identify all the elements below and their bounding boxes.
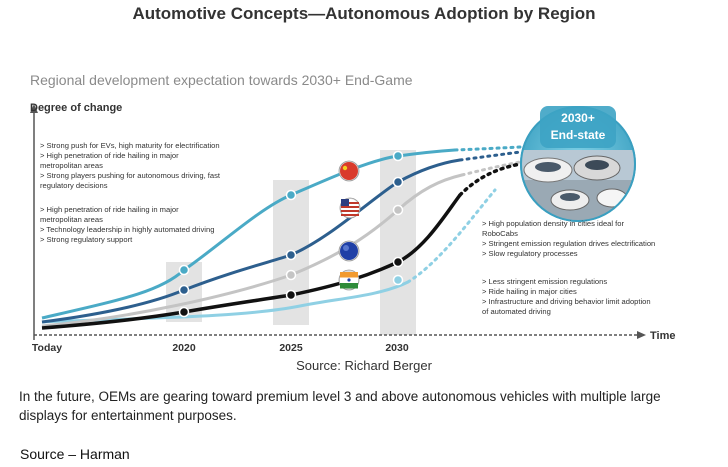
data-point-china-2 <box>392 150 404 162</box>
end-state-cars <box>521 150 635 221</box>
series-line-india-dotted <box>458 162 522 197</box>
x-axis-arrow <box>637 331 646 339</box>
usa-flag-icon <box>339 197 361 219</box>
series-line-usa-dotted <box>458 150 522 162</box>
annotation-usa-line: > Technology leadership in highly automa… <box>40 225 214 234</box>
series-line-light <box>41 280 409 324</box>
data-point-light-0 <box>392 274 404 286</box>
annotation-europe-line: > Stringent emission regulation drives e… <box>482 239 655 248</box>
annotation-india-line: of automated driving <box>482 307 551 316</box>
x-axis-label: Time <box>650 330 675 342</box>
annotation-europe: > High population density in cities idea… <box>482 219 655 258</box>
footer-text: In the future, OEMs are gearing toward p… <box>19 389 661 423</box>
annotation-china-line: > High penetration of ride hailing in ma… <box>40 151 179 160</box>
data-point-india-0 <box>178 306 190 318</box>
annotation-usa-line: > High penetration of ride hailing in ma… <box>40 205 179 214</box>
series-line-europe-dotted <box>460 160 522 177</box>
data-point-europe-0 <box>285 269 297 281</box>
annotation-usa-line: metropolitan areas <box>40 215 103 224</box>
annotation-europe-line: > High population density in cities idea… <box>482 219 625 228</box>
data-point-usa-2 <box>392 176 404 188</box>
usa-flag-canton <box>341 199 349 206</box>
data-point-china-0 <box>178 264 190 276</box>
annotation-usa: > High penetration of ride hailing in ma… <box>40 205 214 244</box>
series-line-europe <box>41 173 463 328</box>
chart-source: Source: Richard Berger <box>296 358 432 373</box>
annotation-china-line: regulatory decisions <box>40 181 108 190</box>
car-window-icon <box>535 162 561 172</box>
data-point-usa-1 <box>285 249 297 261</box>
india-flag-saffron <box>340 272 358 278</box>
annotation-china-line: > Strong players pushing for autonomous … <box>40 171 221 180</box>
annotation-china-line: > Strong push for EVs, high maturity for… <box>40 141 220 150</box>
series-line-china-dotted <box>453 145 522 152</box>
data-point-india-2 <box>392 256 404 268</box>
usa-flag-stripe <box>341 206 359 208</box>
data-point-europe-1 <box>392 204 404 216</box>
x-tick-label-2025: 2025 <box>279 342 303 354</box>
eu-flag-shine <box>343 245 349 251</box>
x-tick-label-2020: 2020 <box>172 342 196 354</box>
series-line-light-dotted <box>406 188 497 284</box>
annotation-usa-line: > Strong regulatory support <box>40 235 133 244</box>
annotation-india: > Less stringent emission regulations> R… <box>482 277 651 316</box>
annotation-china: > Strong push for EVs, high maturity for… <box>40 141 221 190</box>
annotation-china-line: metropolitan areas <box>40 161 103 170</box>
x-tick-label-2030: 2030 <box>385 342 409 354</box>
usa-flag-stripe <box>341 210 359 212</box>
end-state-label-line2: End-state <box>551 128 606 142</box>
india-flag-green <box>340 283 358 289</box>
data-point-india-1 <box>285 289 297 301</box>
chart-subtitle: Regional development expectation towards… <box>30 72 413 88</box>
annotation-europe-line: > Slow regulatory processes <box>482 249 578 258</box>
annotation-india-line: > Ride hailing in major cities <box>482 287 577 296</box>
end-state-label-bg <box>540 106 616 148</box>
data-point-usa-0 <box>178 284 190 296</box>
eu-flag-icon <box>338 240 360 262</box>
annotation-europe-line: RoboCabs <box>482 229 518 238</box>
china-flag-field <box>340 162 358 180</box>
car-window-icon <box>585 160 609 170</box>
annotation-india-line: > Less stringent emission regulations <box>482 277 607 286</box>
x-tick-label-Today: Today <box>32 342 62 354</box>
end-state-label-line1: 2030+ <box>561 111 595 125</box>
end-state-circle: 2030+ End-state <box>520 106 636 222</box>
india-flag-icon <box>338 269 360 291</box>
india-flag-chakra <box>347 278 351 282</box>
car-window-icon <box>560 193 580 201</box>
page-title: Automotive Concepts—Autonomous Adoption … <box>132 4 596 23</box>
y-axis-arrow <box>30 104 38 113</box>
source-text: Source – Harman <box>20 446 130 462</box>
china-flag-icon <box>338 160 360 182</box>
y-axis-label: Degree of change <box>30 102 122 114</box>
china-flag-star <box>342 165 348 171</box>
eu-flag-field <box>340 242 358 260</box>
data-point-china-1 <box>285 189 297 201</box>
usa-flag-stripe <box>341 202 359 204</box>
annotation-india-line: > Infrastructure and driving behavior li… <box>482 297 651 306</box>
usa-flag-stripe <box>341 214 359 216</box>
